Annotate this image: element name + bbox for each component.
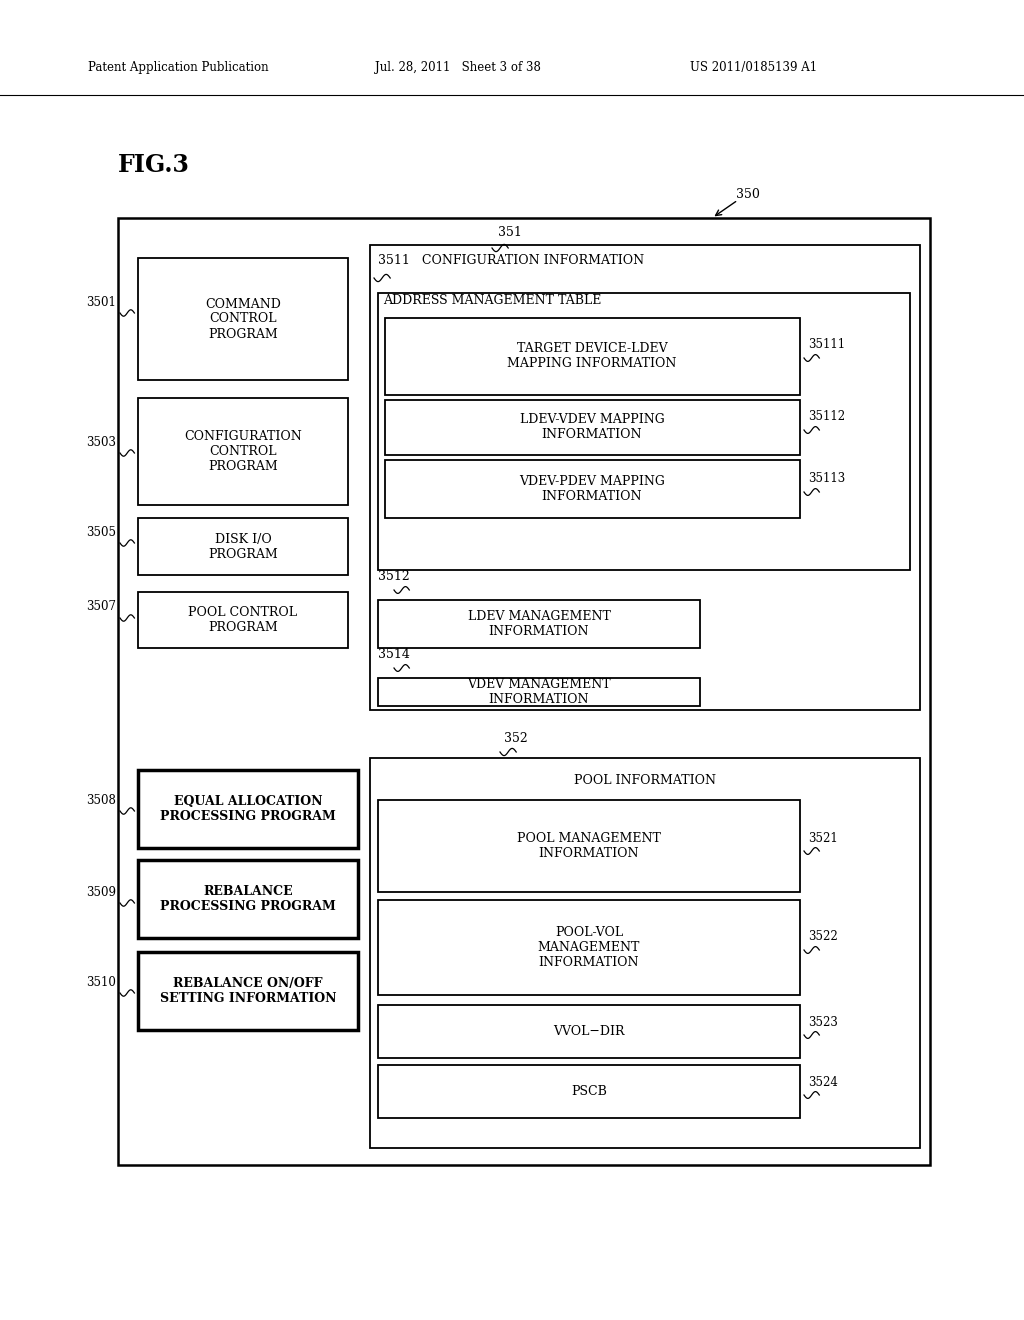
Text: LDEV-VDEV MAPPING
INFORMATION: LDEV-VDEV MAPPING INFORMATION [519,413,665,441]
Text: POOL MANAGEMENT
INFORMATION: POOL MANAGEMENT INFORMATION [517,832,660,861]
Text: 3508: 3508 [86,793,116,807]
Text: Jul. 28, 2011   Sheet 3 of 38: Jul. 28, 2011 Sheet 3 of 38 [375,62,541,74]
Text: 3514: 3514 [378,648,410,660]
Text: 35113: 35113 [808,473,845,486]
Text: 3501: 3501 [86,296,116,309]
Text: POOL CONTROL
PROGRAM: POOL CONTROL PROGRAM [188,606,298,634]
Text: DISK I/O
PROGRAM: DISK I/O PROGRAM [208,532,278,561]
Text: 3523: 3523 [808,1015,838,1028]
Bar [378,900,800,995]
Text: PSCB: PSCB [571,1085,607,1098]
Bar [378,800,800,892]
Text: EQUAL ALLOCATION
PROCESSING PROGRAM: EQUAL ALLOCATION PROCESSING PROGRAM [160,795,336,822]
Text: 3503: 3503 [86,436,116,449]
Bar [370,758,920,1148]
Text: Patent Application Publication: Patent Application Publication [88,62,268,74]
Bar [378,601,700,648]
Text: 3505: 3505 [86,525,116,539]
Text: 3524: 3524 [808,1076,838,1089]
Text: VVOL−DIR: VVOL−DIR [553,1026,625,1038]
Bar [378,293,910,570]
Text: VDEV MANAGEMENT
INFORMATION: VDEV MANAGEMENT INFORMATION [467,678,610,706]
Text: US 2011/0185139 A1: US 2011/0185139 A1 [690,62,817,74]
Bar [385,459,800,517]
Text: 3507: 3507 [86,601,116,614]
Bar [138,952,358,1030]
Bar [385,400,800,455]
Text: 3510: 3510 [86,975,116,989]
Bar [370,246,920,710]
Text: REBALANCE
PROCESSING PROGRAM: REBALANCE PROCESSING PROGRAM [160,884,336,913]
Text: 351: 351 [498,226,522,239]
Bar [118,218,930,1166]
Text: 352: 352 [504,731,527,744]
Text: LDEV MANAGEMENT
INFORMATION: LDEV MANAGEMENT INFORMATION [468,610,610,638]
Bar [385,318,800,395]
Bar [138,591,348,648]
Bar [378,678,700,706]
Text: 3511   CONFIGURATION INFORMATION: 3511 CONFIGURATION INFORMATION [378,255,644,268]
Text: REBALANCE ON/OFF
SETTING INFORMATION: REBALANCE ON/OFF SETTING INFORMATION [160,977,336,1005]
Text: POOL INFORMATION: POOL INFORMATION [574,774,716,787]
Bar [138,257,348,380]
Text: 3522: 3522 [808,931,838,944]
Bar [138,517,348,576]
Text: ADDRESS MANAGEMENT TABLE: ADDRESS MANAGEMENT TABLE [383,293,601,306]
Text: TARGET DEVICE-LDEV
MAPPING INFORMATION: TARGET DEVICE-LDEV MAPPING INFORMATION [507,342,677,370]
Text: VDEV-PDEV MAPPING
INFORMATION: VDEV-PDEV MAPPING INFORMATION [519,475,665,503]
Bar [378,1065,800,1118]
Bar [138,861,358,939]
Text: FIG.3: FIG.3 [118,153,189,177]
Text: 350: 350 [736,189,760,202]
Bar [138,399,348,506]
Bar [138,770,358,847]
Text: 3521: 3521 [808,832,838,845]
Text: 3509: 3509 [86,886,116,899]
Text: COMMAND
CONTROL
PROGRAM: COMMAND CONTROL PROGRAM [205,297,281,341]
Text: 35111: 35111 [808,338,845,351]
Text: POOL-VOL
MANAGEMENT
INFORMATION: POOL-VOL MANAGEMENT INFORMATION [538,927,640,969]
Text: 35112: 35112 [808,411,845,424]
Bar [378,1005,800,1059]
Text: CONFIGURATION
CONTROL
PROGRAM: CONFIGURATION CONTROL PROGRAM [184,430,302,473]
Text: 3512: 3512 [378,569,410,582]
